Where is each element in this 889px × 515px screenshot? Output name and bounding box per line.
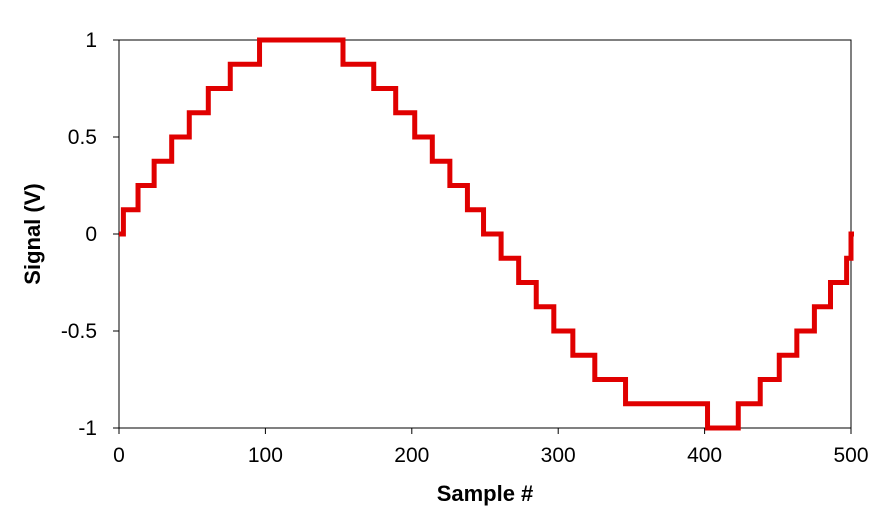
y-axis: 1 0.5 0 -0.5 -1 [61,29,119,440]
x-tick-label: 300 [541,444,576,467]
y-tick-label: 0 [85,223,97,246]
x-axis-title: Sample # [437,481,534,506]
x-tick-label: 100 [248,444,283,467]
x-tick-label: 200 [394,444,429,467]
x-tick-label: 500 [833,444,868,467]
y-tick-label: -1 [78,417,97,440]
y-tick-label: -0.5 [61,320,97,343]
signal-series-line [119,37,854,431]
x-axis: 0 100 200 300 400 500 [113,428,869,467]
y-tick-label: 1 [85,29,97,52]
x-tick-label: 0 [113,444,125,467]
x-tick-label: 400 [687,444,722,467]
y-axis-title: Signal (V) [20,183,45,284]
y-tick-label: 0.5 [68,126,97,149]
